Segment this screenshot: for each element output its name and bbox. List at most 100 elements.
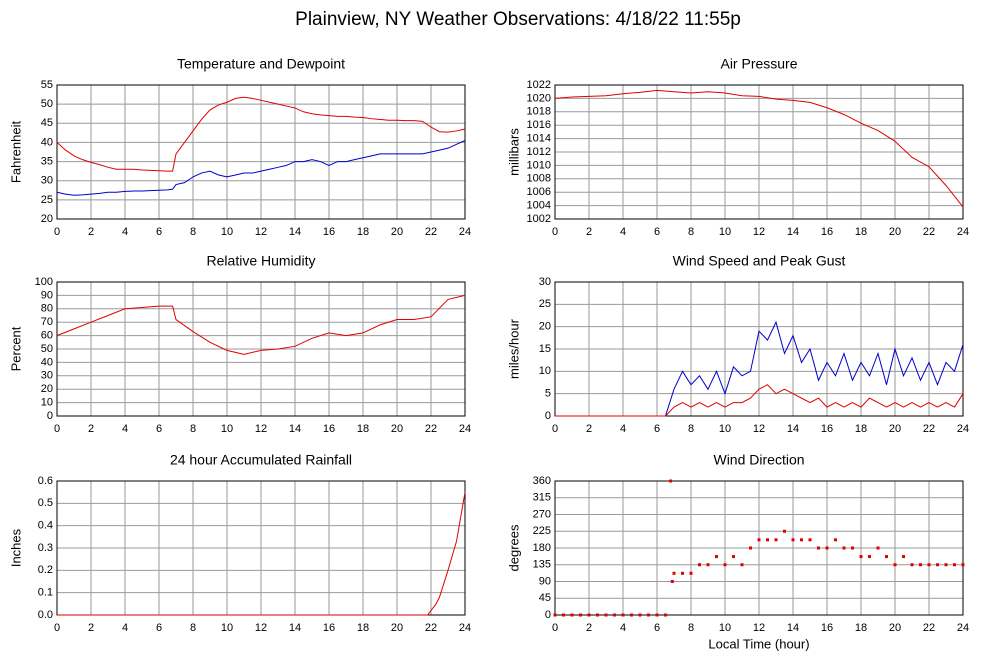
y-tick-label: 0.3 (38, 542, 53, 554)
x-tick-label: 16 (821, 622, 833, 634)
x-tick-label: 22 (923, 622, 935, 634)
data-point (579, 613, 582, 617)
data-point (757, 538, 761, 542)
data-line (554, 89, 964, 208)
x-tick-label: 14 (787, 423, 799, 435)
x-tick-label: 14 (289, 226, 301, 238)
data-point (766, 538, 769, 542)
chart-title: Wind Speed and Peak Gust (673, 253, 846, 269)
y-tick-label: 0.0 (38, 609, 53, 621)
y-tick-label: 0 (47, 410, 53, 422)
x-tick-label: 12 (753, 226, 765, 238)
y-tick-label: 1010 (527, 159, 551, 171)
x-tick-label: 16 (323, 423, 335, 435)
x-tick-label: 24 (459, 226, 471, 238)
x-tick-label: 16 (323, 226, 335, 238)
y-tick-label: 45 (539, 592, 551, 604)
y-tick-label: 1012 (527, 146, 551, 158)
y-tick-label: 30 (41, 370, 53, 382)
y-tick-label: 25 (41, 194, 53, 206)
plot-frame (554, 281, 964, 417)
data-point (902, 555, 905, 559)
data-point (689, 571, 693, 575)
y-tick-label: 0.5 (38, 497, 53, 509)
x-tick-label: 14 (787, 622, 799, 634)
data-point (672, 571, 676, 575)
x-tick-label: 16 (323, 622, 335, 634)
data-point (664, 613, 667, 617)
y-tick-label: 360 (533, 475, 551, 487)
x-tick-label: 0 (552, 622, 558, 634)
y-tick-label: 180 (533, 542, 551, 554)
y-axis-label: millibars (506, 128, 521, 176)
x-tick-label: 6 (654, 423, 660, 435)
data-point (791, 538, 795, 542)
y-tick-label: 30 (41, 175, 53, 187)
x-tick-label: 0 (552, 226, 558, 238)
y-tick-label: 0 (545, 410, 551, 422)
x-tick-label: 22 (923, 226, 935, 238)
x-tick-label: 8 (190, 226, 196, 238)
y-tick-label: 50 (41, 343, 53, 355)
data-line (555, 384, 964, 417)
data-point (834, 538, 837, 542)
y-tick-label: 40 (41, 136, 53, 148)
x-tick-label: 12 (753, 622, 765, 634)
x-tick-label: 4 (620, 423, 626, 435)
x-tick-label: 18 (357, 622, 369, 634)
chart-title: 24 hour Accumulated Rainfall (170, 452, 352, 468)
y-tick-label: 45 (41, 117, 53, 129)
y-tick-label: 270 (533, 508, 551, 520)
y-tick-label: 10 (41, 397, 53, 409)
data-point (817, 546, 820, 550)
y-tick-label: 1002 (527, 213, 551, 225)
x-tick-label: 0 (552, 423, 558, 435)
y-axis-label: miles/hour (506, 318, 521, 379)
data-line (56, 294, 466, 355)
data-point (876, 546, 880, 550)
x-tick-label: 14 (787, 226, 799, 238)
data-point (681, 571, 684, 575)
y-tick-label: 1016 (527, 119, 551, 131)
chart-title: Relative Humidity (207, 253, 316, 269)
y-axis-label: Percent (8, 326, 23, 371)
x-tick-label: 18 (855, 423, 867, 435)
y-tick-label: 315 (533, 492, 551, 504)
data-point (669, 479, 673, 483)
data-point (808, 538, 812, 542)
data-point (553, 613, 557, 617)
y-tick-label: 1014 (527, 133, 551, 145)
x-tick-label: 4 (122, 622, 128, 634)
x-tick-label: 22 (425, 622, 437, 634)
x-tick-label: 6 (156, 226, 162, 238)
x-tick-label: 20 (889, 226, 901, 238)
x-tick-label: 2 (586, 226, 592, 238)
x-tick-label: 10 (221, 622, 233, 634)
chart-title: Temperature and Dewpoint (177, 56, 345, 72)
y-tick-label: 10 (539, 365, 551, 377)
y-tick-label: 0.6 (38, 475, 53, 487)
x-tick-label: 2 (586, 423, 592, 435)
x-tick-label: 20 (391, 622, 403, 634)
chart-title: Air Pressure (720, 56, 797, 72)
y-tick-label: 20 (41, 383, 53, 395)
x-tick-label: 16 (821, 226, 833, 238)
x-tick-label: 14 (289, 423, 301, 435)
data-point (638, 613, 642, 617)
y-tick-label: 20 (41, 213, 53, 225)
x-tick-label: 18 (855, 622, 867, 634)
x-axis-label: Local Time (hour) (708, 636, 809, 651)
y-tick-label: 90 (539, 575, 551, 587)
y-tick-label: 70 (41, 316, 53, 328)
x-tick-label: 18 (357, 226, 369, 238)
x-tick-label: 8 (190, 622, 196, 634)
y-tick-label: 0.1 (38, 587, 53, 599)
x-tick-label: 10 (719, 226, 731, 238)
x-tick-label: 16 (821, 423, 833, 435)
y-tick-label: 1006 (527, 186, 551, 198)
y-tick-label: 1004 (527, 200, 551, 212)
data-point (647, 613, 650, 617)
data-line (56, 140, 466, 196)
data-point (715, 555, 718, 559)
data-point (842, 546, 846, 550)
